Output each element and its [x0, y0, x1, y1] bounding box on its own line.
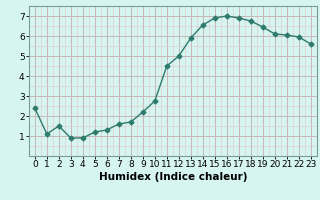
X-axis label: Humidex (Indice chaleur): Humidex (Indice chaleur): [99, 172, 247, 182]
